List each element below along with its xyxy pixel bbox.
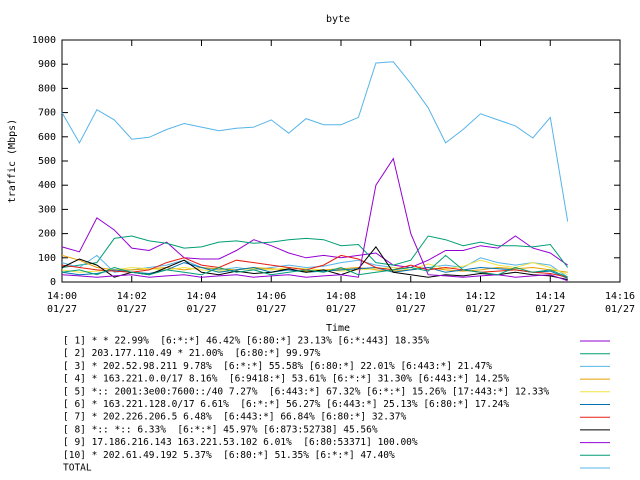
y-tick-label: 300 [38,204,56,215]
y-tick-label: 1000 [32,35,56,46]
series-line [61,157,568,282]
legend-label: TOTAL [63,463,92,474]
legend-label: [10] * 202.61.49.192 5.37% [6:80:*] 51.3… [63,450,395,461]
y-tick-label: 100 [38,253,56,264]
series-line [61,235,569,268]
legend-label: [ 7] * 202.226.206.5 6.48% [6:443:*] 66.… [63,412,406,423]
legend-label: [ 1] * * 22.99% [6:*:*] 46.42% [6:80:*] … [63,336,429,347]
y-tick-label: 600 [38,132,56,143]
y-tick-label: 400 [38,180,56,191]
series-line [61,259,568,276]
y-tick-label: 900 [38,59,56,70]
chart-title: byte [326,14,350,25]
y-tick-label: 200 [38,229,56,240]
x-axis-label: Time [326,323,350,334]
y-axis-label: traffic (Mbps) [7,119,18,203]
x-tick-label: 14:08 [326,291,356,302]
legend-label: [ 3] * 202.52.98.211 9.78% [6:*:*] 55.58… [63,361,492,372]
x-tick-label: 14:06 [256,291,286,302]
x-tick-date: 01/27 [117,304,147,315]
x-tick-date: 01/27 [256,304,286,315]
x-tick-label: 14:12 [465,291,495,302]
x-tick-label: 14:16 [605,291,635,302]
legend-label: [ 2] 203.177.110.49 * 21.00% [6:80:*] 99… [63,348,321,359]
x-tick-label: 14:02 [117,291,147,302]
series-line [61,217,568,269]
legend-label: [ 4] * 163.221.0.0/17 8.16% [6:9418:*] 5… [63,374,509,385]
series-line [61,254,568,278]
legend-label: [ 9] 17.186.216.143 163.221.53.102 6.01%… [63,437,418,448]
x-tick-date: 01/27 [605,304,635,315]
y-tick-label: 800 [38,83,56,94]
x-tick-date: 01/27 [47,304,77,315]
x-tick-label: 14:10 [396,291,426,302]
legend-label: [ 8] *:: *:: 6.33% [6:*:*] 45.97% [6:873… [63,424,378,435]
legend-label: [ 6] * 163.221.128.0/17 6.61% [6:*:*] 56… [63,399,509,410]
x-tick-label: 14:00 [47,291,77,302]
series-line [61,254,568,278]
y-tick-label: 0 [50,277,56,288]
x-tick-date: 01/27 [326,304,356,315]
series-line [61,61,569,222]
x-tick-date: 01/27 [465,304,495,315]
x-tick-date: 01/27 [186,304,216,315]
x-tick-date: 01/27 [396,304,426,315]
x-tick-label: 14:14 [535,291,565,302]
series-line [61,262,568,279]
legend-label: [ 5] *:: 2001:3e00:7600::/40 7.27% [6:44… [63,386,549,397]
y-tick-label: 500 [38,156,56,167]
x-tick-date: 01/27 [535,304,565,315]
y-tick-label: 700 [38,108,56,119]
series-line [61,254,568,278]
x-tick-label: 14:04 [186,291,216,302]
